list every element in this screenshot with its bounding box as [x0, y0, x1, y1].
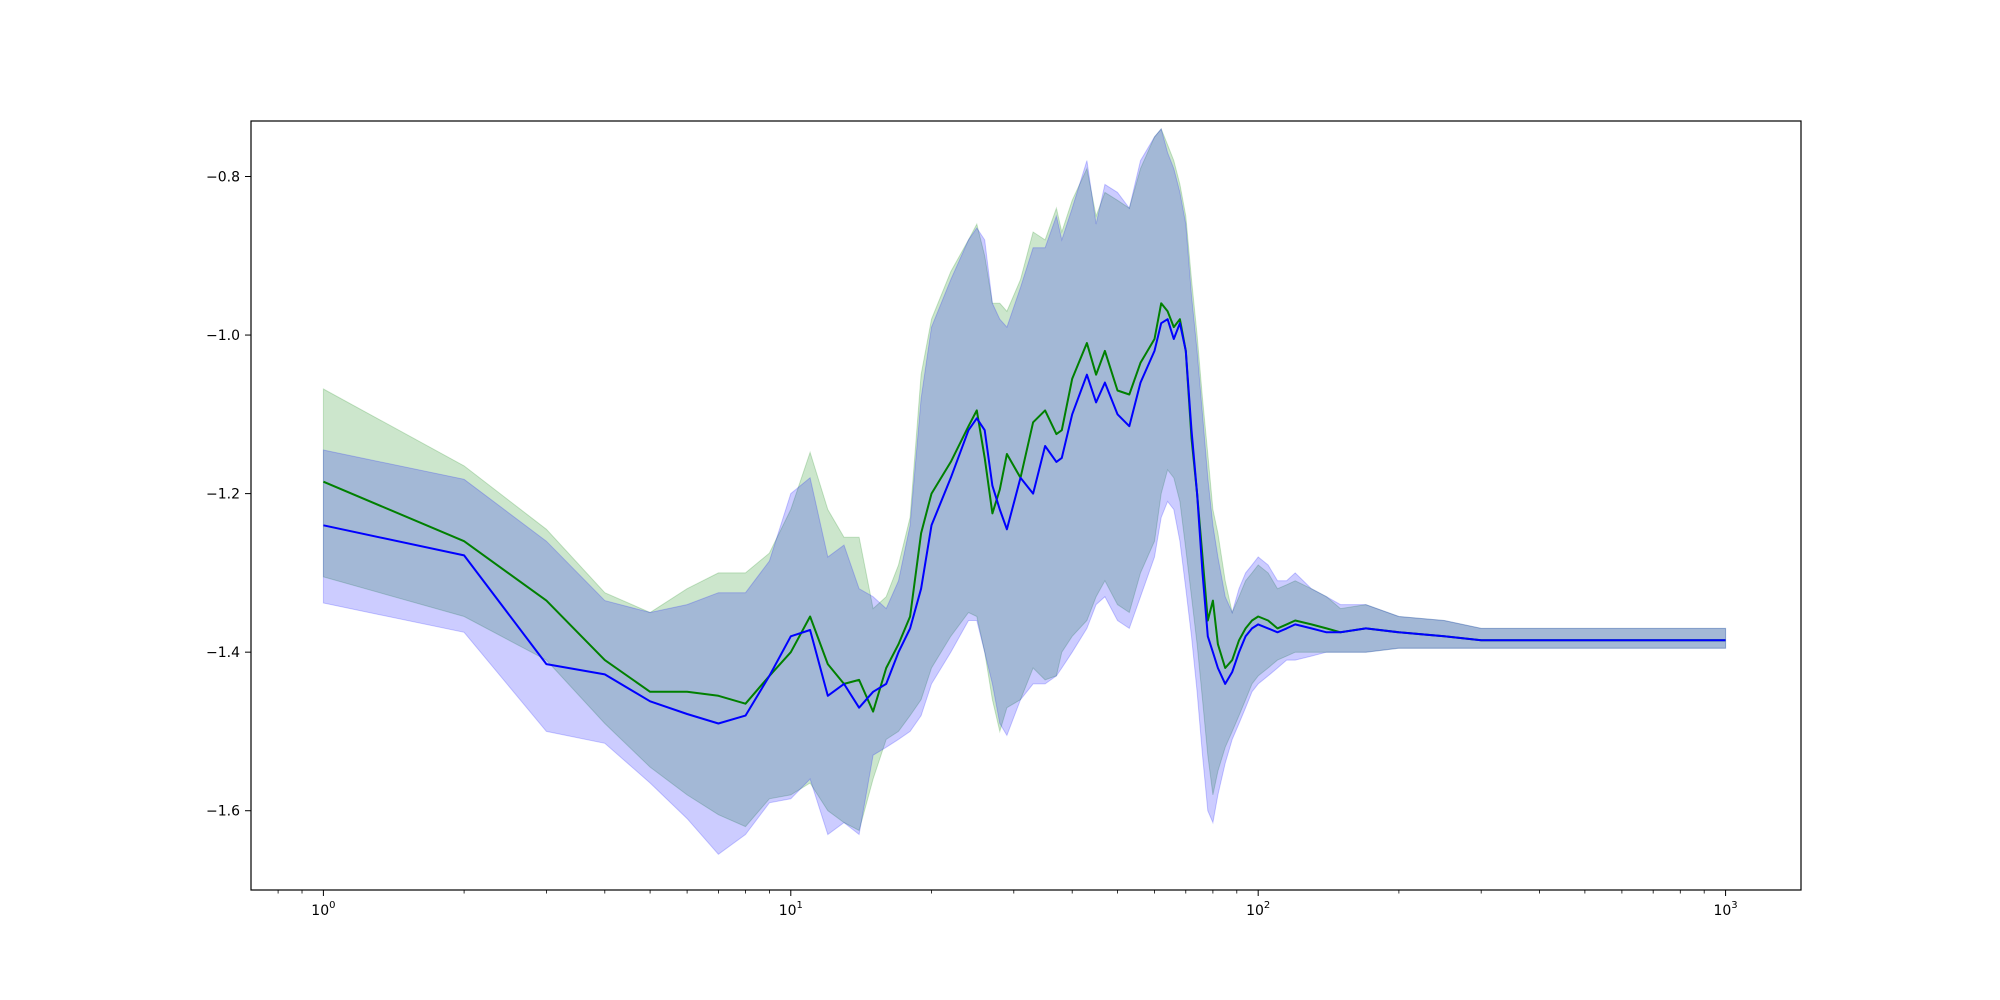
plot-clipped-group: [322, 127, 1727, 855]
x-tick-base: 10: [1713, 903, 1731, 919]
x-tick-label: 101: [779, 900, 803, 919]
x-tick-label: 100: [311, 900, 335, 919]
y-tick-label: −1.4: [206, 645, 240, 661]
y-tick-label: −1.2: [206, 487, 240, 503]
x-tick-exponent: 2: [1264, 900, 1270, 911]
x-tick-exponent: 3: [1731, 900, 1737, 911]
y-tick-label: −0.8: [206, 169, 240, 185]
x-tick-label: 102: [1246, 900, 1270, 919]
x-tick-base: 10: [311, 903, 329, 919]
y-tick-label: −1.6: [206, 804, 240, 820]
x-tick-base: 10: [779, 903, 797, 919]
y-tick-label: −1.0: [206, 328, 240, 344]
plot-area: [322, 127, 1727, 855]
x-tick-base: 10: [1246, 903, 1264, 919]
x-tick-label: 103: [1713, 900, 1737, 919]
series-1-line: [323, 302, 1726, 713]
series-1-band: [322, 127, 1727, 832]
x-tick-exponent: 1: [797, 900, 803, 911]
series-2-band: [322, 127, 1727, 855]
axes-frame: [250, 120, 1802, 891]
series-2-line: [323, 318, 1726, 725]
x-tick-exponent: 0: [329, 900, 335, 911]
